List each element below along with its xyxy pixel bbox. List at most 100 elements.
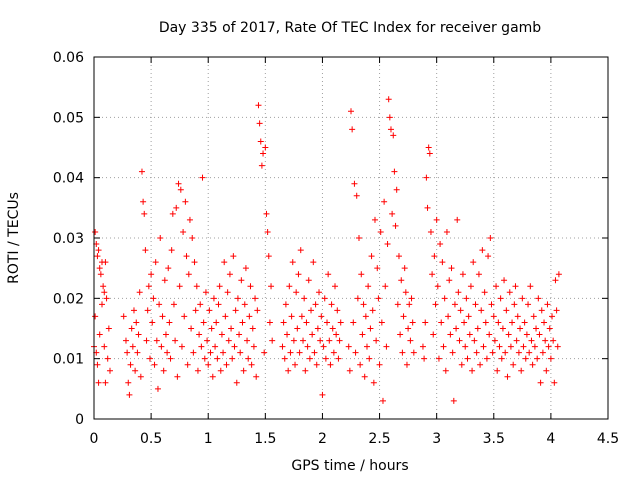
data-point-marker bbox=[390, 132, 397, 139]
data-point-marker bbox=[312, 301, 319, 308]
data-point-marker bbox=[434, 283, 441, 290]
data-point-marker bbox=[137, 373, 144, 380]
data-point-marker bbox=[537, 379, 544, 386]
data-point-marker bbox=[527, 283, 534, 290]
data-point-marker bbox=[102, 259, 109, 266]
chart-title: Day 335 of 2017, Rate Of TEC Index for r… bbox=[159, 20, 541, 36]
data-point-marker bbox=[212, 343, 219, 350]
data-point-marker bbox=[550, 337, 557, 344]
data-point-marker bbox=[308, 307, 315, 314]
data-point-marker bbox=[374, 265, 381, 272]
data-point-marker bbox=[358, 271, 365, 278]
data-point-marker bbox=[186, 216, 193, 223]
data-point-marker bbox=[266, 319, 273, 326]
data-point-marker bbox=[355, 235, 362, 241]
data-point-marker bbox=[458, 361, 465, 368]
x-tick-label: 1 bbox=[204, 431, 213, 447]
data-point-marker bbox=[317, 337, 324, 344]
data-point-marker bbox=[125, 379, 132, 386]
data-point-marker bbox=[294, 325, 301, 332]
data-point-marker bbox=[487, 235, 494, 241]
data-point-marker bbox=[180, 228, 187, 235]
data-point-marker bbox=[535, 295, 542, 302]
data-point-marker bbox=[408, 295, 415, 302]
plot-frame bbox=[93, 56, 609, 420]
data-point-marker bbox=[138, 168, 145, 175]
data-point-marker bbox=[241, 301, 248, 308]
data-point-marker bbox=[320, 343, 327, 350]
data-point-marker bbox=[345, 343, 352, 350]
data-point-marker bbox=[324, 319, 331, 326]
data-point-marker bbox=[105, 325, 112, 332]
data-point-marker bbox=[154, 385, 161, 392]
data-point-marker bbox=[208, 325, 215, 332]
data-point-marker bbox=[520, 343, 527, 350]
data-point-marker bbox=[544, 301, 551, 308]
data-point-marker bbox=[198, 343, 205, 350]
data-point-marker bbox=[445, 313, 452, 320]
data-point-marker bbox=[248, 361, 255, 368]
data-point-marker bbox=[387, 126, 394, 133]
data-point-marker bbox=[328, 301, 335, 308]
data-point-marker bbox=[199, 174, 206, 181]
data-point-marker bbox=[353, 192, 360, 199]
data-point-marker bbox=[247, 283, 254, 290]
data-point-marker bbox=[183, 253, 190, 260]
data-point-marker bbox=[373, 337, 380, 344]
data-point-marker bbox=[375, 295, 382, 302]
data-point-marker bbox=[441, 295, 448, 302]
data-point-marker bbox=[178, 343, 185, 350]
data-point-marker bbox=[156, 301, 163, 308]
data-point-marker bbox=[134, 349, 141, 356]
data-point-marker bbox=[245, 355, 252, 362]
data-point-marker bbox=[456, 337, 463, 344]
data-point-marker bbox=[220, 349, 227, 356]
data-point-marker bbox=[422, 319, 429, 326]
data-point-marker bbox=[438, 319, 445, 326]
data-point-marker bbox=[511, 301, 518, 308]
data-point-marker bbox=[128, 325, 135, 332]
data-point-marker bbox=[429, 271, 436, 278]
data-point-marker bbox=[209, 373, 216, 380]
data-point-marker bbox=[352, 349, 359, 356]
data-point-marker bbox=[449, 349, 456, 356]
data-point-marker bbox=[370, 379, 377, 386]
x-tick-label: 2.5 bbox=[368, 431, 390, 447]
data-point-marker bbox=[541, 319, 548, 326]
x-tick-label: 2 bbox=[318, 431, 327, 447]
data-point-marker bbox=[534, 355, 541, 362]
data-point-marker bbox=[153, 337, 160, 344]
data-point-marker bbox=[457, 307, 464, 314]
data-point-marker bbox=[213, 319, 220, 326]
data-point-marker bbox=[124, 349, 131, 356]
data-point-marker bbox=[529, 361, 536, 368]
data-point-marker bbox=[311, 349, 318, 356]
data-point-marker bbox=[197, 301, 204, 308]
data-point-marker bbox=[362, 313, 369, 320]
data-point-marker bbox=[159, 313, 166, 320]
data-point-marker bbox=[316, 289, 323, 296]
data-point-marker bbox=[222, 313, 229, 320]
data-point-marker bbox=[160, 367, 167, 374]
data-point-marker bbox=[252, 295, 259, 302]
data-point-marker bbox=[157, 235, 164, 241]
data-point-marker bbox=[207, 349, 214, 356]
data-point-marker bbox=[486, 331, 493, 338]
data-point-marker bbox=[293, 289, 300, 296]
x-axis-title: GPS time / hours bbox=[291, 458, 408, 474]
data-point-marker bbox=[200, 319, 207, 326]
data-point-marker bbox=[402, 289, 409, 296]
data-point-marker bbox=[462, 343, 469, 350]
data-point-marker bbox=[348, 108, 354, 115]
data-point-marker bbox=[168, 247, 175, 254]
data-point-marker bbox=[295, 271, 302, 278]
data-point-marker bbox=[385, 96, 392, 103]
data-point-marker bbox=[538, 307, 545, 314]
data-point-marker bbox=[494, 367, 501, 374]
data-point-marker bbox=[531, 343, 538, 350]
data-point-marker bbox=[473, 349, 480, 356]
data-point-marker bbox=[440, 343, 447, 350]
data-point-marker bbox=[464, 355, 471, 362]
data-point-marker bbox=[210, 295, 217, 302]
